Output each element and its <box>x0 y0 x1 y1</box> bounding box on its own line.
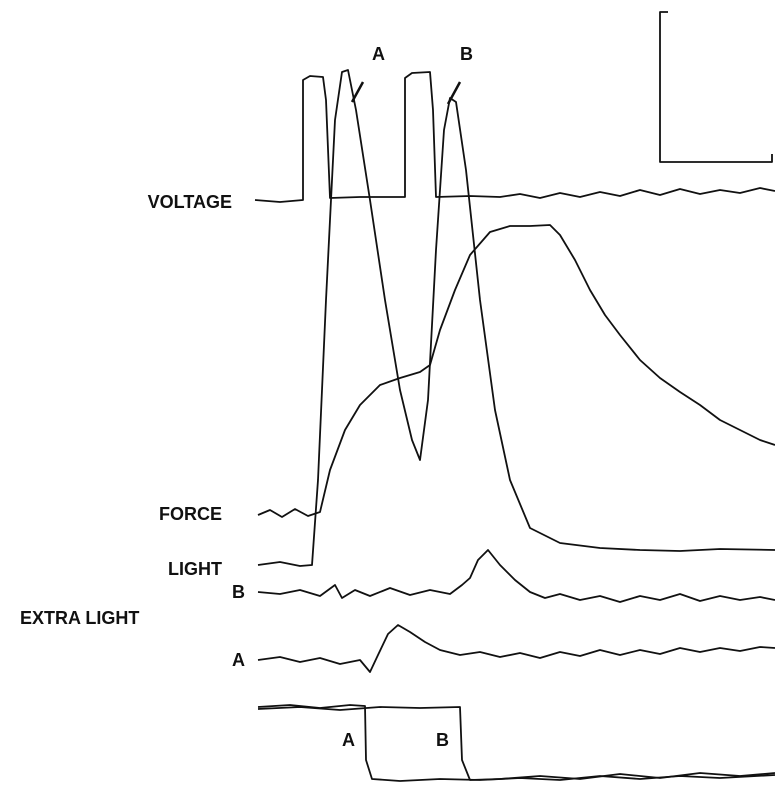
label: A <box>342 730 355 750</box>
label: B <box>232 582 245 602</box>
label: VOLTAGE <box>148 192 232 212</box>
label: FORCE <box>159 504 222 524</box>
extra-light-a-trace <box>257 624 775 673</box>
label: B <box>436 730 449 750</box>
scale-bar <box>659 11 773 163</box>
label: A <box>372 44 385 64</box>
force-trace <box>257 224 775 518</box>
label: A <box>232 650 245 670</box>
light-trace <box>257 69 775 567</box>
extra-light-b-trace <box>257 549 775 603</box>
label: LIGHT <box>168 559 222 579</box>
label: EXTRA LIGHT <box>20 608 139 628</box>
voltage-trace <box>254 71 775 203</box>
bottom-trace-a <box>257 704 775 782</box>
pointer-a <box>350 81 365 103</box>
bottom-trace-b <box>257 706 775 781</box>
label: B <box>460 44 473 64</box>
pointer-b <box>446 81 462 105</box>
